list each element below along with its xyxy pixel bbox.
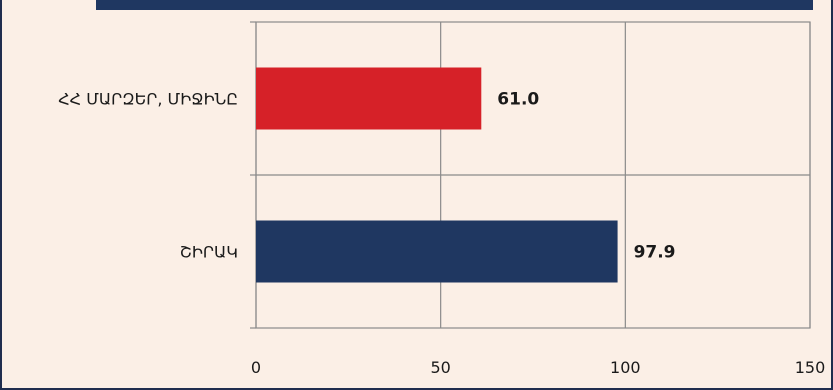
header-accent-bar bbox=[96, 0, 813, 10]
bar-layer bbox=[256, 67, 618, 283]
category-label: ՀՀ ՄԱՐԶԵՐ, ՄԻՋԻՆԸ bbox=[58, 90, 238, 109]
data-label: 61.0 bbox=[497, 90, 539, 110]
data-label: 97.9 bbox=[634, 243, 676, 263]
bar bbox=[256, 220, 618, 283]
bar bbox=[256, 67, 482, 130]
category-label: ՇԻՐԱԿ bbox=[180, 243, 238, 262]
label-layer: 0 50 100 150 ՀՀ ՄԱՐԶԵՐ, ՄԻՋԻՆԸ 61.0 ՇԻՐԱԿ 97.9 bbox=[58, 90, 825, 378]
x-tick-label: 150 bbox=[795, 358, 826, 377]
x-tick-label: 50 bbox=[430, 358, 450, 377]
x-tick-label: 100 bbox=[610, 358, 641, 377]
x-tick-label: 0 bbox=[251, 358, 261, 377]
